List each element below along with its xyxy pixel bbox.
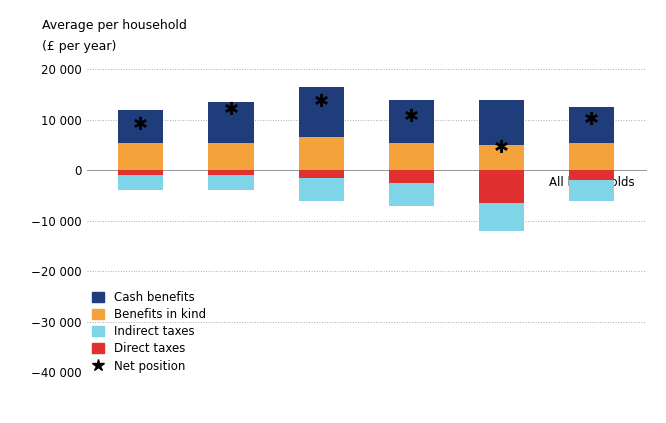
Bar xyxy=(479,170,524,203)
Bar xyxy=(118,110,163,143)
Bar xyxy=(479,145,524,170)
Bar xyxy=(208,102,254,143)
Bar xyxy=(479,203,524,231)
Bar xyxy=(208,170,254,176)
Text: ✱: ✱ xyxy=(223,101,238,119)
Bar xyxy=(569,107,615,143)
Bar xyxy=(569,170,615,180)
Legend: Cash benefits, Benefits in kind, Indirect taxes, Direct taxes, Net position: Cash benefits, Benefits in kind, Indirec… xyxy=(93,291,206,373)
Bar xyxy=(208,176,254,190)
Text: ✱: ✱ xyxy=(314,93,329,111)
Bar xyxy=(569,143,615,170)
Bar xyxy=(479,99,524,145)
Bar xyxy=(389,170,434,183)
Text: ✱: ✱ xyxy=(133,116,149,134)
Bar xyxy=(389,183,434,206)
Bar xyxy=(389,143,434,170)
Text: Average per household: Average per household xyxy=(42,19,186,32)
Bar xyxy=(389,99,434,143)
Text: ✱: ✱ xyxy=(404,108,419,126)
Bar xyxy=(298,170,344,178)
Text: ✱: ✱ xyxy=(494,139,509,157)
Bar xyxy=(118,176,163,190)
Text: (£ per year): (£ per year) xyxy=(42,41,116,53)
Bar xyxy=(208,143,254,170)
Bar xyxy=(569,180,615,201)
Bar xyxy=(118,170,163,176)
Bar xyxy=(298,137,344,170)
Bar xyxy=(118,143,163,170)
Bar xyxy=(298,87,344,137)
Bar xyxy=(298,178,344,201)
Text: ✱: ✱ xyxy=(584,111,599,129)
